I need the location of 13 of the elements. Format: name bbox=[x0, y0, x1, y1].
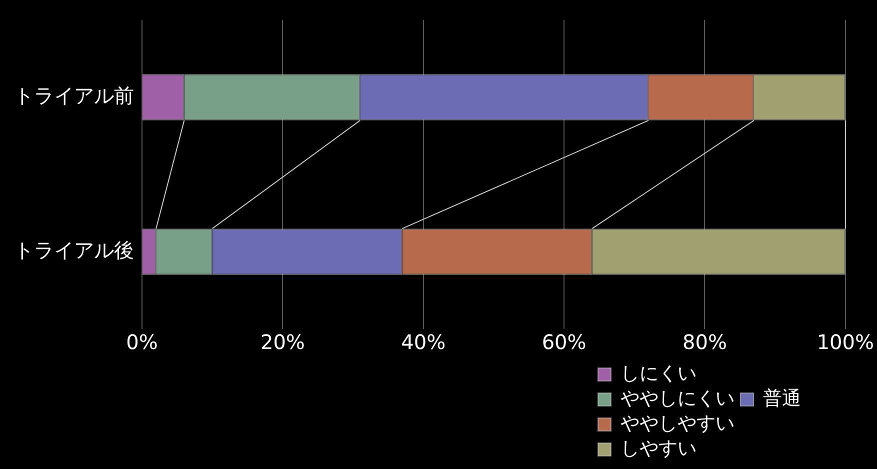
legend-label: しにくい bbox=[620, 362, 696, 384]
x-tick-label: 60% bbox=[542, 330, 586, 354]
x-tick-label: 40% bbox=[401, 330, 446, 354]
y-tick-label: トライアル後 bbox=[14, 238, 134, 262]
legend-label: ややしにくい bbox=[620, 387, 734, 410]
legend-label: しやすい bbox=[620, 437, 696, 460]
x-tick-label: 20% bbox=[260, 330, 305, 354]
y-tick-label: トライアル前 bbox=[14, 83, 134, 108]
x-tick-label: 0% bbox=[126, 330, 158, 354]
legend-label: ややしやすい bbox=[620, 412, 734, 434]
x-tick-label: 100% bbox=[816, 330, 874, 354]
legend-label: 普通 bbox=[763, 387, 801, 410]
x-tick-label: 80% bbox=[682, 330, 727, 354]
